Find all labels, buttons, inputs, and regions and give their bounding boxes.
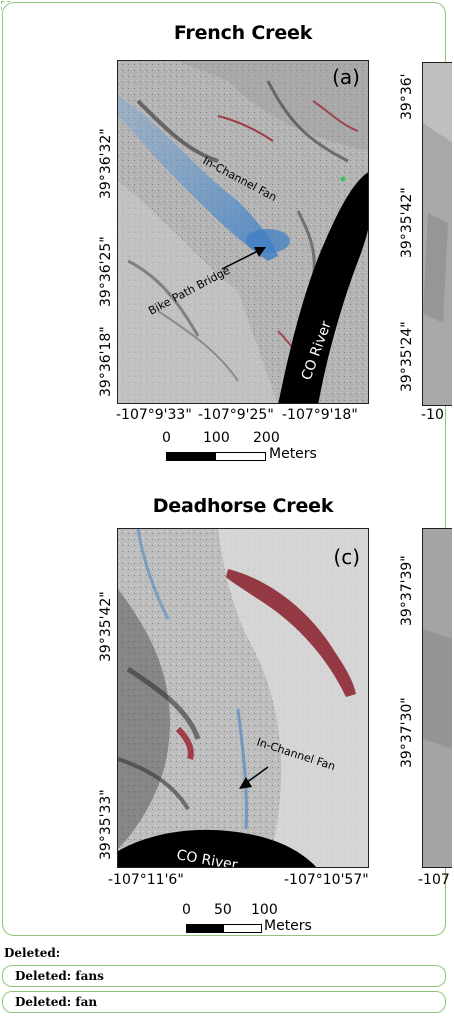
panel-c-title: Deadhorse Creek	[152, 495, 334, 517]
scale-c-tick-2: 100	[251, 902, 278, 918]
lon-label-d: -107	[418, 872, 450, 888]
lat-label-c-1: 39°35'42"	[98, 591, 114, 662]
map-a-terrain: In-Channel Fan Bike Path Bridge CO River	[118, 61, 368, 403]
lat-label-d-2: 39°37'30"	[399, 697, 415, 768]
map-partial-d	[422, 528, 452, 868]
lat-label-a-2: 39°36'25"	[98, 236, 114, 307]
deleted-comment-3-text: Deleted: fan	[15, 995, 98, 1009]
scale-c-tick-1: 50	[214, 902, 232, 918]
comment-frame	[2, 2, 446, 936]
map-french-creek: In-Channel Fan Bike Path Bridge CO River…	[117, 60, 369, 404]
lat-label-b-2: 39°35'42"	[399, 187, 415, 258]
scale-bar-c	[186, 924, 262, 933]
lon-label-c-1: -107°11'6"	[108, 872, 184, 888]
lat-label-d-1: 39°37'39"	[399, 555, 415, 626]
scale-a-tick-2: 200	[253, 430, 280, 446]
lat-label-b-1: 39°36'	[399, 73, 415, 120]
lon-label-a-2: -107°9'25"	[198, 407, 274, 423]
deleted-comment-1[interactable]: Deleted:	[4, 946, 61, 960]
map-c-terrain: In-Channel Fan CO River	[118, 529, 368, 867]
deleted-comment-2[interactable]: Deleted: fans	[2, 965, 446, 987]
scale-a-tick-0: 0	[162, 430, 171, 446]
deleted-comment-2-text: Deleted: fans	[15, 969, 104, 983]
lon-label-c-2: -107°10'57"	[284, 872, 369, 888]
scale-c-tick-0: 0	[182, 902, 191, 918]
scale-bar-a	[166, 452, 266, 461]
map-b-terrain	[423, 63, 452, 405]
lat-label-b-3: 39°35'24"	[399, 321, 415, 392]
lon-label-a-1: -107°9'33"	[116, 407, 192, 423]
scale-units-c: Meters	[264, 918, 312, 934]
panel-letter-a: (a)	[332, 65, 360, 89]
lat-label-a-3: 39°36'18"	[98, 326, 114, 397]
lon-label-b: -10	[421, 407, 444, 423]
lon-label-a-3: -107°9'18"	[282, 407, 358, 423]
deleted-comment-3[interactable]: Deleted: fan	[2, 991, 446, 1013]
panel-letter-c: (c)	[333, 545, 360, 569]
frame-corner-mark	[1, 1, 10, 10]
map-partial-b	[422, 62, 452, 406]
scale-units-a: Meters	[269, 446, 317, 462]
map-deadhorse-creek: In-Channel Fan CO River (c)	[117, 528, 369, 868]
lat-label-a-1: 39°36'32"	[98, 128, 114, 199]
map-d-terrain	[423, 529, 452, 867]
lat-label-c-2: 39°35'33"	[98, 789, 114, 860]
panel-a-title: French Creek	[173, 22, 313, 44]
scale-a-tick-1: 100	[203, 430, 230, 446]
